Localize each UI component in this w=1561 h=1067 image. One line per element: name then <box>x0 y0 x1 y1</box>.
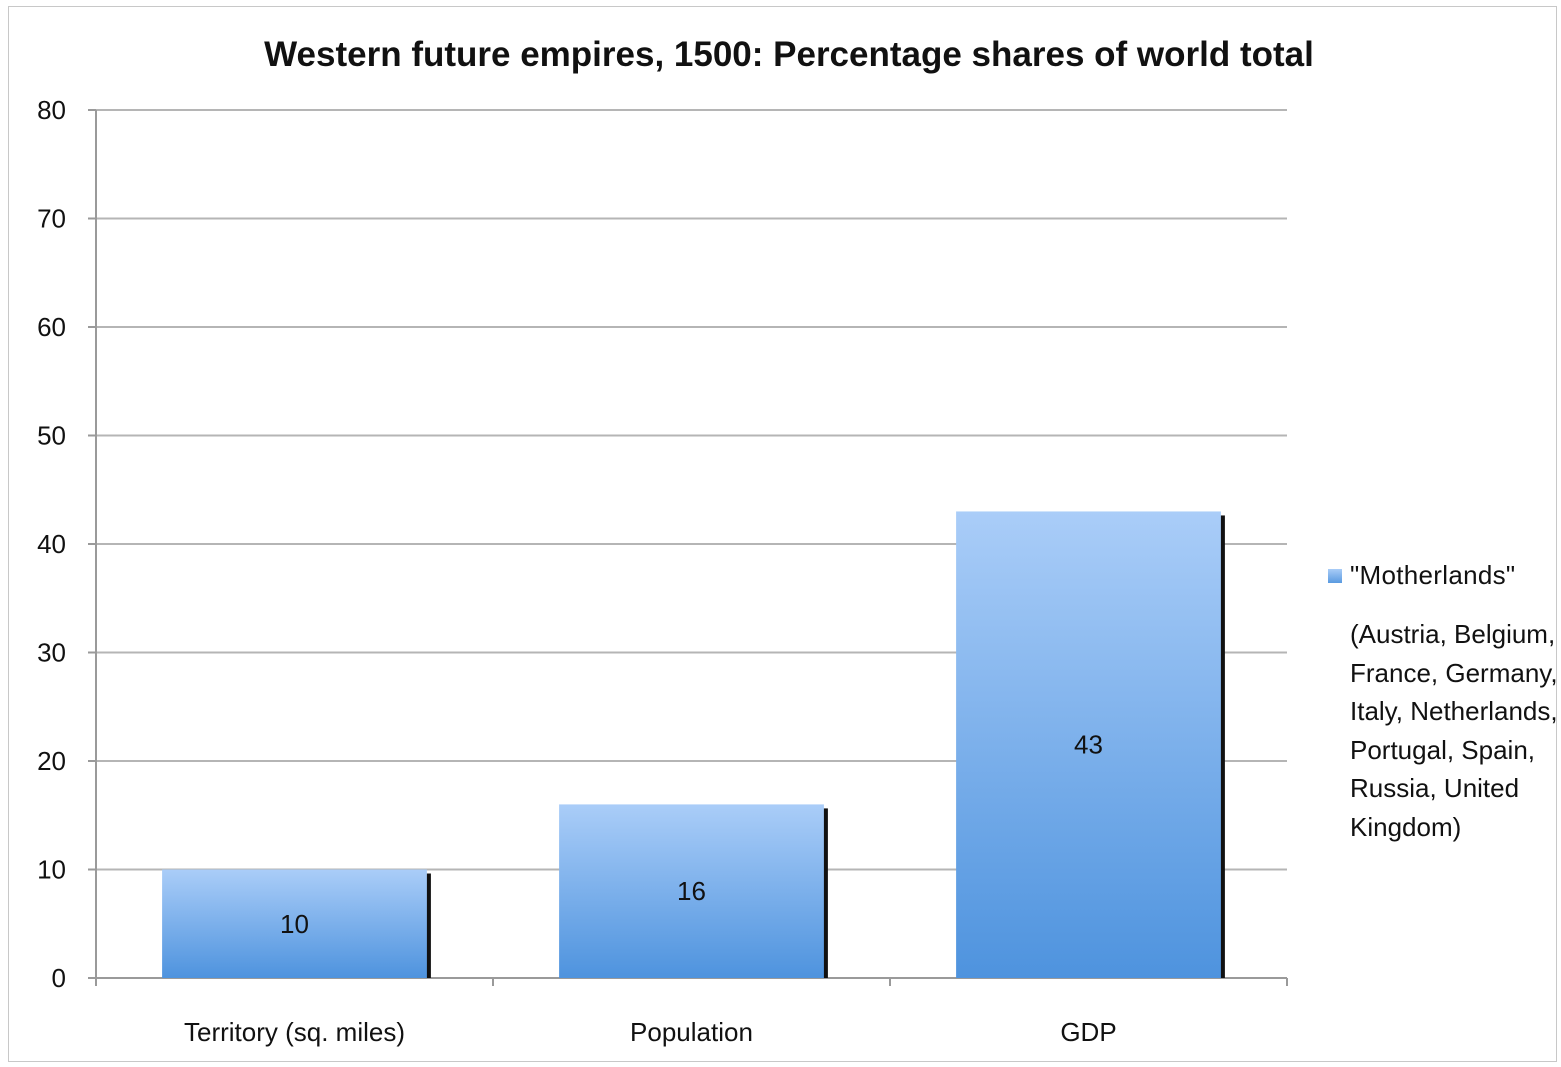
legend: "Motherlands" (Austria, Belgium, France,… <box>1328 560 1558 846</box>
legend-item: "Motherlands" <box>1328 560 1558 591</box>
y-tick-label: 70 <box>37 204 66 234</box>
y-tick-label: 30 <box>37 638 66 668</box>
bars <box>162 511 1225 978</box>
data-label: 43 <box>1074 730 1103 760</box>
y-tick-label: 0 <box>52 963 66 993</box>
bar <box>559 804 824 978</box>
x-tick-label: GDP <box>1060 1017 1116 1047</box>
x-tick-label: Population <box>630 1017 753 1047</box>
data-label: 10 <box>280 909 309 939</box>
labels: 0 10 20 30 40 50 60 70 80 10 Territory (sq. miles)… <box>37 95 1117 1047</box>
legend-note: (Austria, Belgium, France, Germany, Ital… <box>1350 619 1558 842</box>
x-tick-label: Territory (sq. miles) <box>184 1017 405 1047</box>
y-tick-label: 20 <box>37 746 66 776</box>
legend-series-name: "Motherlands" <box>1350 560 1516 590</box>
chart-title: Western future empires, 1500: Percentage… <box>264 35 1314 74</box>
y-tick-label: 40 <box>37 529 66 559</box>
y-tick-label: 60 <box>37 312 66 342</box>
y-tick-label: 50 <box>37 421 66 451</box>
bar <box>162 869 427 978</box>
y-tick-label: 80 <box>37 95 66 125</box>
bar <box>956 511 1221 978</box>
y-tick-label: 10 <box>37 855 66 885</box>
legend-swatch <box>1328 568 1342 583</box>
data-label: 16 <box>677 876 706 906</box>
